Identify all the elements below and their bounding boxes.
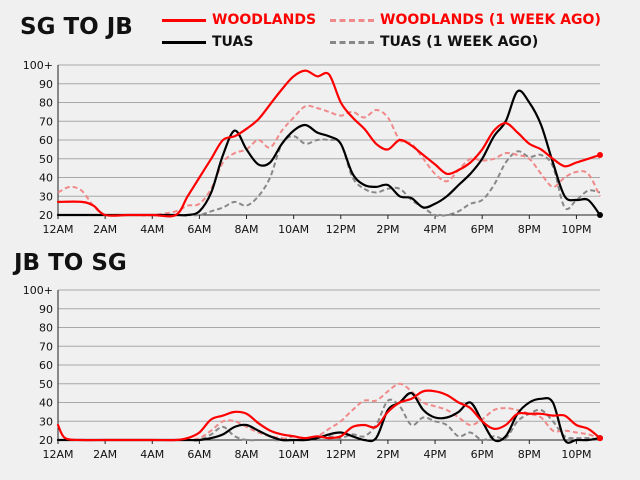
y-tick-label: 40 [39, 397, 53, 410]
x-tick-label: 6AM [187, 223, 211, 236]
y-tick-label: 20 [39, 209, 53, 222]
x-tick-label: 10PM [561, 223, 591, 236]
series-line-woodlands-1-week-ago [57, 104, 601, 217]
y-tick-label: 90 [39, 78, 53, 91]
x-tick-label: 2PM [376, 223, 399, 236]
series-line-tuas-1-week-ago [58, 135, 601, 217]
series-end-marker [597, 212, 603, 218]
chart-title-sg-to-jb: SG TO JB [20, 14, 133, 40]
legend-item-tuas-week-ago: TUAS (1 WEEK AGO) [330, 34, 538, 50]
x-tick-label: 10PM [561, 448, 591, 461]
legend-item-woodlands-week-ago: WOODLANDS (1 WEEK AGO) [330, 12, 601, 28]
x-tick-label: 4AM [140, 223, 164, 236]
series-end-marker [597, 152, 603, 158]
x-tick-label: 6AM [187, 448, 211, 461]
x-tick-label: 2AM [93, 448, 117, 461]
series-line-woodlands [56, 389, 602, 442]
series-line-woodlands-1-week-ago [58, 382, 601, 442]
x-tick-label: 8PM [518, 448, 541, 461]
y-tick-label: 80 [39, 97, 53, 110]
y-tick-label: 30 [39, 190, 53, 203]
x-tick-label: 10AM [278, 448, 309, 461]
x-tick-label: 12PM [326, 448, 356, 461]
y-tick-label: 100+ [23, 284, 53, 297]
x-tick-label: 12PM [326, 223, 356, 236]
series-line-tuas [56, 391, 602, 444]
series-line-woodlands [56, 69, 602, 218]
y-tick-label: 80 [39, 322, 53, 335]
legend-label-tuas: TUAS [212, 34, 254, 50]
y-tick-label: 100+ [23, 59, 53, 72]
x-tick-label: 8PM [518, 223, 541, 236]
legend-label-woodlands: WOODLANDS [212, 12, 317, 28]
y-tick-label: 70 [39, 340, 53, 353]
legend-item-tuas: TUAS [162, 34, 253, 50]
x-tick-label: 8AM [235, 223, 259, 236]
x-tick-label: 12AM [42, 223, 73, 236]
legend-item-woodlands: WOODLANDS [162, 12, 316, 28]
series-line-tuas [56, 89, 602, 217]
legend-label-tuas-week-ago: TUAS (1 WEEK AGO) [380, 34, 539, 50]
x-tick-label: 2PM [376, 448, 399, 461]
x-tick-label: 4PM [423, 448, 446, 461]
chart-0: 20 30 40 50 60 70 80 90 100+ 12AM 2AM 4AM 6AM 8AM 10AM… [23, 59, 603, 236]
x-tick-label: 6PM [471, 223, 494, 236]
chart-title-jb-to-sg: JB TO SG [14, 250, 127, 276]
legend-swatch-tuas [162, 40, 206, 44]
x-tick-label: 6PM [471, 448, 494, 461]
y-tick-label: 40 [39, 172, 53, 185]
legend: WOODLANDS WOODLANDS (1 WEEK AGO) TUAS TU… [162, 12, 632, 56]
legend-label-woodlands-week-ago: WOODLANDS (1 WEEK AGO) [380, 12, 601, 28]
x-tick-label: 8AM [235, 448, 259, 461]
series-end-marker [597, 435, 603, 442]
y-tick-label: 50 [39, 153, 53, 166]
x-tick-label: 4AM [140, 448, 164, 461]
y-tick-label: 60 [39, 359, 53, 372]
y-tick-label: 50 [39, 378, 53, 391]
y-tick-label: 90 [39, 303, 53, 316]
legend-swatch-tuas-week-ago [330, 40, 374, 44]
chart-1: 20 30 40 50 60 70 80 90 100+ 12AM 2AM 4AM 6AM 8AM 10AM… [23, 284, 603, 461]
x-tick-label: 10AM [278, 223, 309, 236]
x-tick-label: 2AM [93, 223, 117, 236]
x-tick-label: 12AM [42, 448, 73, 461]
y-tick-label: 20 [39, 434, 53, 447]
legend-swatch-woodlands-week-ago [330, 18, 374, 22]
x-tick-label: 4PM [423, 223, 446, 236]
y-tick-label: 70 [39, 115, 53, 128]
y-tick-label: 60 [39, 134, 53, 147]
y-tick-label: 30 [39, 415, 53, 428]
legend-swatch-woodlands [162, 18, 206, 22]
